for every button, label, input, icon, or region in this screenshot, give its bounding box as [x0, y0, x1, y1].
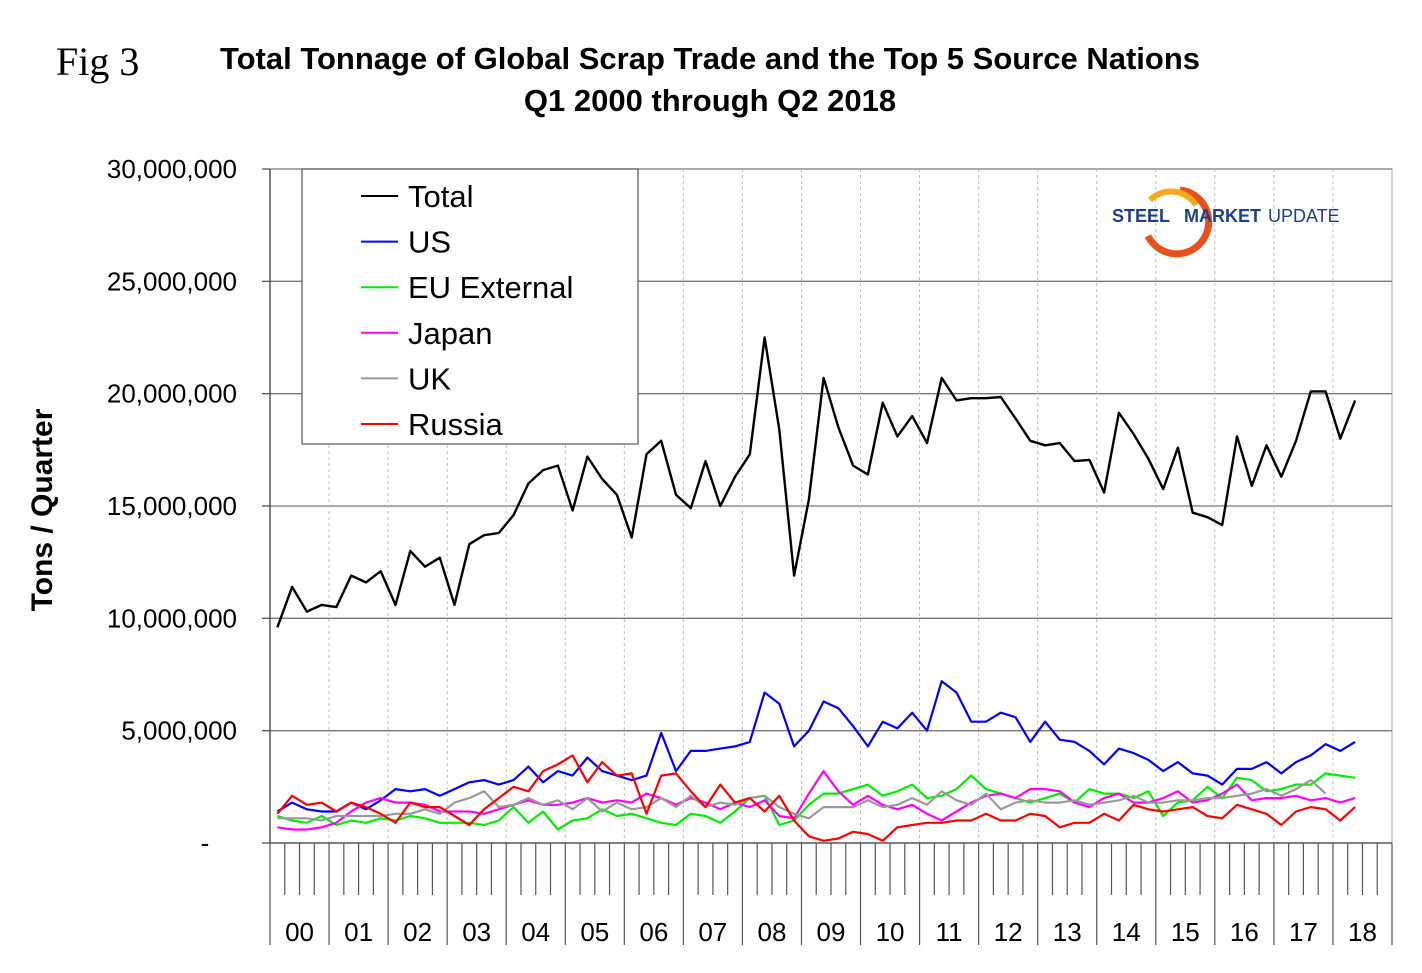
series-line-russia: [276, 754, 1356, 842]
x-tick-label: 01: [344, 917, 373, 947]
y-tick-label: 5,000,000: [121, 716, 237, 746]
x-tick-label: 06: [639, 917, 668, 947]
y-tick-label: 30,000,000: [107, 154, 237, 184]
legend-label: US: [408, 225, 451, 260]
series-line-total: [276, 336, 1357, 628]
legend-box: [301, 168, 639, 445]
legend-label: Japan: [408, 316, 492, 351]
x-tick-label: 16: [1230, 917, 1259, 947]
legend-label: EU External: [408, 270, 573, 305]
x-tick-label: 03: [462, 917, 491, 947]
legend-label: Total: [408, 179, 473, 214]
y-axis-title: Tons / Quarter: [26, 408, 59, 611]
legend: Total US EU External Japan UK Russia: [301, 168, 639, 445]
series-line-japan: [277, 770, 1356, 831]
logo-swoosh-icon: [1144, 186, 1213, 258]
series-line-uk: [277, 779, 1327, 822]
x-tick-label: 14: [1112, 917, 1141, 947]
y-tick-label: 20,000,000: [107, 379, 237, 409]
chart-title: Total Tonnage of Global Scrap Trade and …: [160, 38, 1260, 122]
legend-label: Russia: [408, 407, 504, 442]
axes: - 5,000,000 10,000,000 15,000,000 20,000,000…: [107, 154, 1393, 947]
x-tick-label: 11: [936, 917, 963, 947]
logo-text-update: UPDATE: [1268, 206, 1340, 226]
legend-label: UK: [408, 361, 451, 396]
figure-label: Fig 3: [56, 39, 140, 84]
x-tick-label: 04: [521, 917, 550, 947]
x-tick-label: 17: [1289, 917, 1318, 947]
x-tick-label: 10: [876, 917, 905, 947]
series-line-eu-external: [277, 772, 1356, 831]
x-tick-label: 18: [1348, 917, 1377, 947]
steel-market-update-logo: STEEL MARKET UPDATE: [1112, 186, 1340, 258]
x-tick-label: 09: [817, 917, 846, 947]
x-tick-label: 13: [1053, 917, 1082, 947]
y-tick-label: 25,000,000: [107, 266, 237, 296]
x-tick-label: 08: [757, 917, 786, 947]
logo-text-market: MARKET: [1184, 206, 1261, 226]
logo-text-steel: STEEL: [1112, 206, 1170, 226]
y-tick-label: 15,000,000: [107, 491, 237, 521]
x-tick-label: 00: [285, 917, 314, 947]
x-tick-label: 05: [580, 917, 609, 947]
x-tick-label: 02: [403, 917, 432, 947]
series-line-us: [276, 680, 1356, 813]
logo-swoosh-accent-icon: [1147, 188, 1199, 207]
y-tick-label: 10,000,000: [107, 603, 237, 633]
chart-subtitle: Q1 2000 through Q2 2018: [523, 83, 897, 118]
x-tick-label: 07: [698, 917, 727, 947]
chart-title-main: Total Tonnage of Global Scrap Trade and …: [219, 41, 1201, 76]
x-tick-label: 15: [1171, 917, 1200, 947]
series-lines: [276, 336, 1357, 842]
x-tick-label: 12: [994, 917, 1023, 947]
y-tick-label: -: [201, 828, 210, 858]
